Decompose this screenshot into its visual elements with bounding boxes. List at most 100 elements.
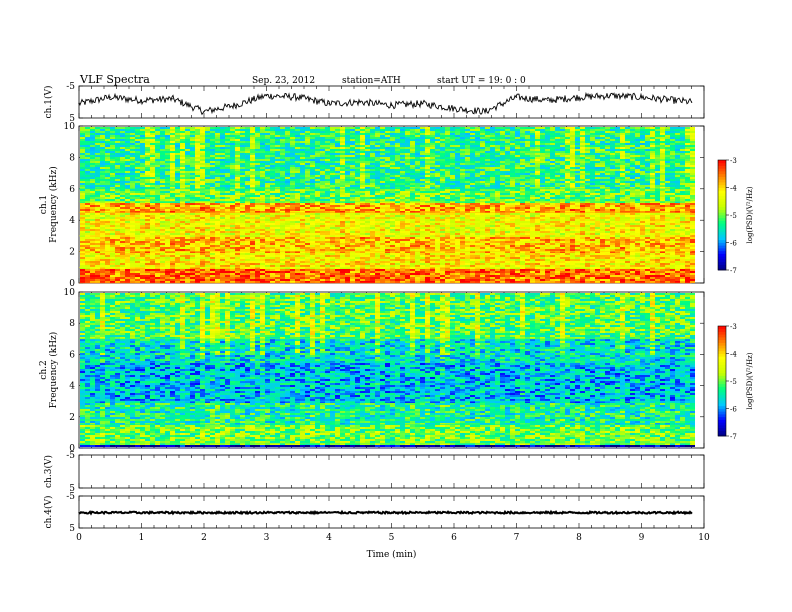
- spectrogram-cell: [225, 233, 230, 235]
- spectrogram-cell: [140, 245, 145, 247]
- spectrogram-cell: [370, 243, 375, 245]
- spectrogram-cell: [250, 263, 255, 265]
- spectrogram-cell: [220, 239, 225, 241]
- spectrogram-cell: [160, 167, 165, 169]
- spectrogram-cell: [175, 247, 180, 249]
- spectrogram-cell: [145, 231, 150, 233]
- spectrogram-cell: [235, 165, 240, 167]
- spectrogram-cell: [270, 155, 275, 157]
- spectrogram-cell: [285, 217, 290, 219]
- spectrogram-cell: [245, 151, 250, 153]
- spectrogram-cell: [175, 167, 180, 169]
- spectrogram-cell: [150, 165, 155, 167]
- spectrogram-cell: [260, 139, 265, 141]
- spectrogram-cell: [345, 245, 350, 247]
- spectrogram-cell: [345, 237, 350, 239]
- spectrogram-cell: [230, 205, 235, 207]
- spectrogram-cell: [125, 215, 130, 217]
- spectrogram-cell: [340, 213, 345, 215]
- spectrogram-cell: [205, 233, 210, 235]
- spectrogram-cell: [150, 181, 155, 183]
- spectrogram-cell: [200, 263, 205, 265]
- spectrogram-cell: [85, 135, 90, 137]
- spectrogram-cell: [145, 279, 150, 281]
- spectrogram-cell: [215, 237, 220, 239]
- spectrogram-cell: [85, 173, 90, 175]
- spectrogram-cell: [100, 143, 105, 145]
- spectrogram-cell: [310, 169, 315, 171]
- spectrogram-cell: [105, 151, 110, 153]
- spectrogram-cell: [125, 159, 130, 161]
- spectrogram-cell: [335, 149, 340, 151]
- spectrogram-cell: [345, 227, 350, 229]
- spectrogram-cell: [125, 141, 130, 143]
- spectrogram-cell: [255, 223, 260, 225]
- spectrogram-cell: [285, 205, 290, 207]
- spectrogram-cell: [195, 161, 200, 163]
- spectrogram-cell: [295, 265, 300, 267]
- spectrogram-cell: [145, 197, 150, 199]
- spectrogram-cell: [270, 183, 275, 185]
- spectrogram-cell: [225, 177, 230, 179]
- spectrogram-cell: [365, 145, 370, 147]
- spectrogram-cell: [205, 209, 210, 211]
- spectrogram-cell: [325, 207, 330, 209]
- spectrogram-cell: [195, 259, 200, 261]
- spectrogram-cell: [185, 255, 190, 257]
- spectrogram-cell: [310, 159, 315, 161]
- spectrogram-cell: [125, 245, 130, 247]
- spectrogram-cell: [115, 175, 120, 177]
- spectrogram-cell: [200, 205, 205, 207]
- spectrogram-cell: [350, 229, 355, 231]
- spectrogram-cell: [125, 129, 130, 131]
- spectrogram-cell: [95, 279, 100, 281]
- spectrogram-cell: [350, 253, 355, 255]
- spectrogram-cell: [185, 237, 190, 239]
- spectrogram-cell: [80, 167, 85, 169]
- spectrogram-cell: [125, 209, 130, 211]
- spectrogram-cell: [315, 237, 320, 239]
- spectrogram-cell: [340, 219, 345, 221]
- spectrogram-cell: [115, 139, 120, 141]
- spectrogram-cell: [180, 139, 185, 141]
- spectrogram-cell: [130, 131, 135, 133]
- spectrogram-cell: [145, 229, 150, 231]
- spectrogram-cell: [145, 245, 150, 247]
- spectrogram-cell: [370, 181, 375, 183]
- spectrogram-cell: [320, 249, 325, 251]
- spectrogram-cell: [380, 153, 385, 155]
- spectrogram-cell: [140, 169, 145, 171]
- spectrogram-cell: [325, 193, 330, 195]
- spectrogram-cell: [105, 269, 110, 271]
- spectrogram-cell: [365, 221, 370, 223]
- spectrogram-cell: [150, 221, 155, 223]
- spectrogram-cell: [370, 141, 375, 143]
- spectrogram-cell: [250, 151, 255, 153]
- spectrogram-cell: [175, 209, 180, 211]
- spectrogram-cell: [255, 229, 260, 231]
- spectrogram-cell: [180, 271, 185, 273]
- spectrogram-cell: [120, 129, 125, 131]
- spectrogram-cell: [200, 269, 205, 271]
- spectrogram-cell: [185, 189, 190, 191]
- spectrogram-cell: [370, 231, 375, 233]
- spectrogram-cell: [100, 241, 105, 243]
- spectrogram-cell: [175, 161, 180, 163]
- spectrogram-cell: [115, 243, 120, 245]
- spectrogram-cell: [125, 205, 130, 207]
- spectrogram-cell: [300, 129, 305, 131]
- spectrogram-cell: [200, 261, 205, 263]
- spectrogram-cell: [330, 239, 335, 241]
- spectrogram-cell: [240, 221, 245, 223]
- spectrogram-cell: [275, 137, 280, 139]
- spectrogram-cell: [180, 193, 185, 195]
- spectrogram-cell: [220, 135, 225, 137]
- spectrogram-cell: [185, 205, 190, 207]
- spectrogram-cell: [160, 233, 165, 235]
- spectrogram-cell: [370, 147, 375, 149]
- spectrogram-cell: [210, 241, 215, 243]
- spectrogram-cell: [380, 147, 385, 149]
- spectrogram-cell: [235, 273, 240, 275]
- spectrogram-cell: [120, 231, 125, 233]
- spectrogram-cell: [325, 237, 330, 239]
